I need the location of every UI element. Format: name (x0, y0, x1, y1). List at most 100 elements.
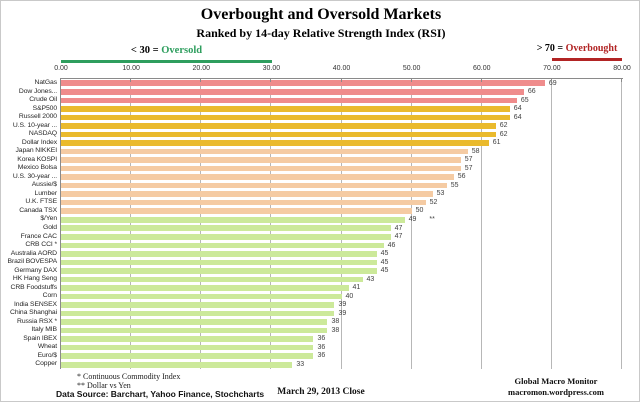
axis-tick-label: 80.00 (613, 65, 631, 72)
bar-wheat (61, 344, 314, 351)
bar-value-label: 53 (436, 190, 445, 198)
bar-value-label: 36 (317, 352, 326, 360)
gridline (340, 79, 342, 369)
bar-value-label: 50 (415, 207, 424, 215)
bar-dow-jones (61, 88, 524, 95)
category-label: Dow Jones... (18, 87, 57, 95)
category-label: Corn (42, 292, 57, 300)
bar-canada-tsx (61, 208, 412, 214)
bar-value-label: 58 (471, 147, 480, 155)
category-label: Brazil BOVESPA (7, 258, 58, 266)
axis-tickmark (410, 78, 412, 82)
bar-value-label: 55 (450, 181, 459, 189)
bar-copper (61, 361, 293, 368)
category-label: CRB Foodstuffs (10, 283, 58, 291)
category-label: Spain IBEX (23, 334, 57, 342)
category-label: S&P500 (32, 104, 57, 112)
footnote-cci: * Continuous Commodity Index (77, 372, 181, 381)
axis-tick-label: 30.00 (262, 65, 281, 72)
axis-tickmark (480, 78, 482, 82)
bar-spain-ibex (61, 336, 314, 342)
bar-value-label: 69 (548, 79, 557, 87)
overbought-threshold-text: > 70 = (536, 43, 566, 54)
bar-gold (61, 225, 391, 232)
bar-value-label: 62 (499, 130, 508, 138)
bar-value-label: 62 (499, 122, 508, 130)
bar-crb-foodstuffs (61, 285, 349, 291)
chart-title: Overbought and Oversold Markets (200, 6, 442, 23)
bar-value-label: 41 (352, 284, 361, 292)
bar-value-label: 39 (338, 301, 347, 309)
oversold-legend-label: < 30 = Oversold (61, 45, 272, 56)
axis-tickmark (200, 78, 202, 82)
bar-u-s-30-year (61, 174, 454, 180)
bar-lumber (61, 191, 433, 197)
bar-aussie (61, 182, 447, 189)
bar-s-p500 (61, 106, 510, 112)
overbought-range-line (552, 58, 622, 61)
bar-value-label: 52 (429, 198, 438, 206)
bar-value-label: 47 (394, 224, 403, 232)
overbought-legend-label: > 70 = Overbought (517, 43, 637, 54)
category-label: Gold (43, 224, 57, 231)
bar-russia-rsx (61, 319, 328, 325)
category-label: France CAC (20, 232, 58, 240)
axis-tick-label: 60.00 (472, 65, 491, 72)
category-label: Canada TSX (19, 206, 57, 214)
category-label: U.S. 30-year ... (12, 172, 57, 180)
bar-india-sensex (61, 302, 335, 308)
value-axis: 0.00 10.00 20.00 30.00 40.00 50.00 60.00 70.00 8… (1, 65, 639, 75)
category-axis-line (60, 79, 61, 369)
bar-u-s-10-year (61, 123, 496, 129)
bar-natgas (61, 80, 545, 87)
bar-value-label: 64 (513, 105, 522, 113)
bar-china-shanghai (61, 310, 335, 317)
bar-italy-mib (61, 327, 328, 334)
category-label: Wheat (37, 343, 57, 351)
bar-value-label: 40 (345, 292, 354, 300)
category-label: HK Hang Seng (12, 275, 57, 283)
category-label: U.K. FTSE (25, 198, 57, 206)
footnote-dollar-yen: ** Dollar vs Yen (77, 381, 131, 390)
bar-value-label: 47 (394, 233, 403, 241)
category-label: Lumber (34, 189, 58, 197)
axis-tickmark (130, 78, 132, 82)
category-label: Dollar Index (21, 138, 57, 146)
axis-tickmark (340, 78, 342, 82)
overbought-word: Overbought (565, 43, 618, 54)
axis-tick-label: 10.00 (122, 65, 140, 72)
category-label: NatGas (34, 79, 58, 86)
gridline (270, 79, 272, 369)
bar-germany-dax (61, 268, 377, 274)
bar-value-label: 56 (457, 173, 466, 181)
category-label: Germany DAX (14, 266, 57, 274)
as-of-date-label: March 29, 2013 Close (277, 387, 365, 397)
bar-france-cac (61, 233, 391, 240)
bar-value-label: 39 (338, 309, 347, 317)
bar-value-label: 45 (380, 267, 389, 275)
category-label: U.S. 10-year ... (12, 121, 57, 129)
axis-tickmark (270, 78, 272, 82)
gridline (410, 79, 412, 369)
axis-tick-label: 70.00 (543, 65, 561, 72)
value-footnote-marker: ** (429, 215, 435, 223)
category-label: CRB CCI * (25, 241, 57, 249)
gridline (621, 79, 622, 369)
category-label: Italy MIB (31, 326, 57, 334)
bar-nasdaq (61, 131, 496, 138)
brand-credit: Global Macro Monitor macromon.wordpress.… (481, 376, 631, 398)
brand-url: macromon.wordpress.com (507, 387, 604, 398)
category-label: Mexico Bolsa (17, 164, 57, 172)
bar-value-label: 38 (331, 326, 340, 334)
category-label: Korea KOSPI (17, 155, 57, 163)
bar-yen (61, 216, 405, 223)
axis-tick-label: 0.00 (54, 65, 68, 72)
bar-value-label: 61 (492, 139, 501, 147)
category-label: Euro/$ (37, 351, 58, 359)
bar-value-label: 43 (366, 275, 375, 283)
axis-tickmark (60, 78, 61, 82)
bar-dollar-index (61, 140, 489, 146)
data-source-label: Data Source: Barchart, Yahoo Finance, St… (56, 389, 265, 399)
category-label: NASDAQ (28, 130, 57, 138)
